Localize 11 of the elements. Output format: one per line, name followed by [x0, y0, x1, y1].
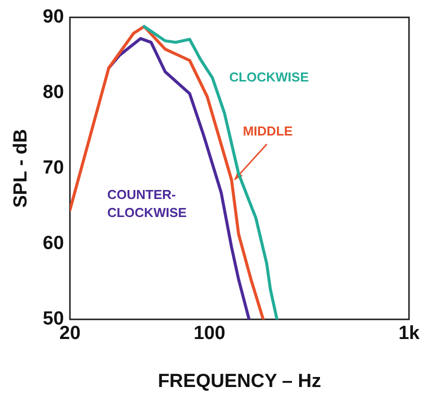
y-tick-label: 70	[42, 158, 64, 179]
x-tick-label: 1k	[398, 323, 420, 344]
y-tick-label: 90	[42, 6, 64, 28]
x-tick-label: 100	[194, 323, 226, 344]
y-tick-label: 60	[42, 233, 64, 254]
series-label: CLOCKWISE	[229, 69, 310, 84]
y-axis-title: SPL - dB	[10, 128, 32, 208]
y-tick-label: 80	[42, 82, 64, 104]
series-label: MIDDLE	[242, 124, 294, 139]
text: COUNTER-CLOCKWISE	[107, 187, 187, 220]
x-axis-title: FREQUENCY – Hz	[158, 370, 322, 392]
